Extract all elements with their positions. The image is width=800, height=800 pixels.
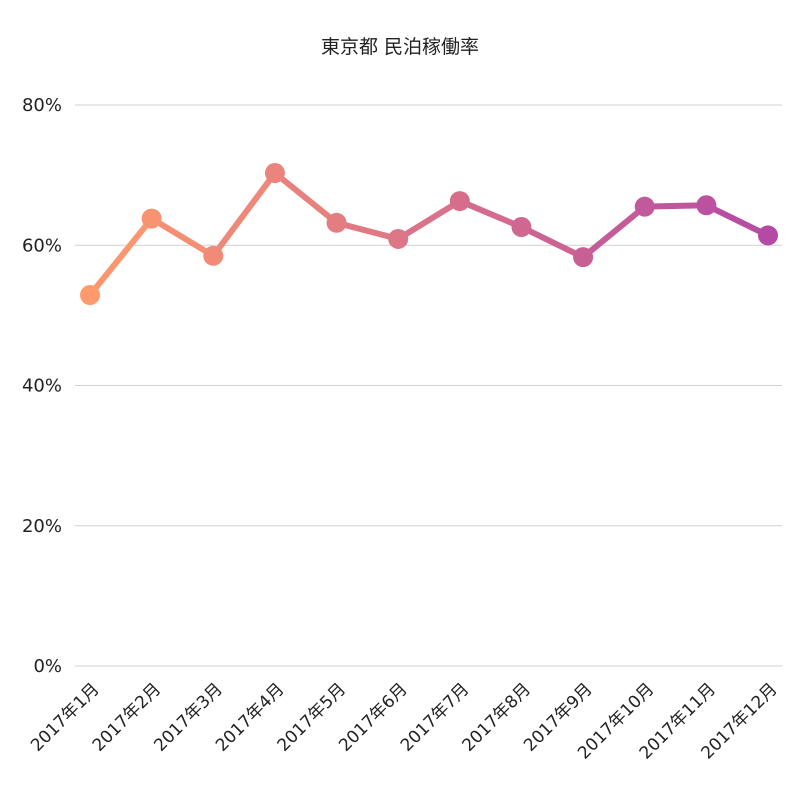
y-axis-ticks: 0% 20% 40% 60% 80% xyxy=(22,95,62,677)
y-tick-label: 0% xyxy=(33,656,62,677)
data-point xyxy=(326,212,347,233)
data-point xyxy=(573,247,594,268)
data-point xyxy=(141,208,162,229)
series-line-segment xyxy=(395,198,463,242)
data-point xyxy=(511,217,532,238)
series-line-segment xyxy=(518,224,587,261)
chart-title: 東京都 民泊稼働率 xyxy=(321,36,479,58)
series-line-segment xyxy=(580,203,648,261)
y-tick-label: 60% xyxy=(22,235,62,256)
series-line-segment xyxy=(456,198,525,231)
x-axis-ticks: 2017年1月2017年2月2017年3月2017年4月2017年5月2017年… xyxy=(27,679,781,763)
y-tick-label: 80% xyxy=(22,95,62,116)
series-line-segment xyxy=(641,202,710,210)
series-line-segment xyxy=(148,215,217,259)
data-point xyxy=(388,228,409,249)
data-point xyxy=(696,195,717,216)
series-group xyxy=(80,163,778,306)
data-point xyxy=(203,245,224,266)
y-tick-label: 20% xyxy=(22,516,62,537)
series-line-segment xyxy=(333,219,402,242)
y-tick-label: 40% xyxy=(22,376,62,397)
series-line-segment xyxy=(271,170,340,226)
data-point xyxy=(634,196,655,217)
series-line-segment xyxy=(87,215,155,299)
data-point xyxy=(758,225,778,246)
gridlines xyxy=(75,104,782,667)
series-line-segment xyxy=(703,202,771,239)
data-point xyxy=(264,163,285,184)
data-point xyxy=(80,285,100,306)
series-line-segment xyxy=(210,170,278,259)
data-point xyxy=(449,191,470,212)
